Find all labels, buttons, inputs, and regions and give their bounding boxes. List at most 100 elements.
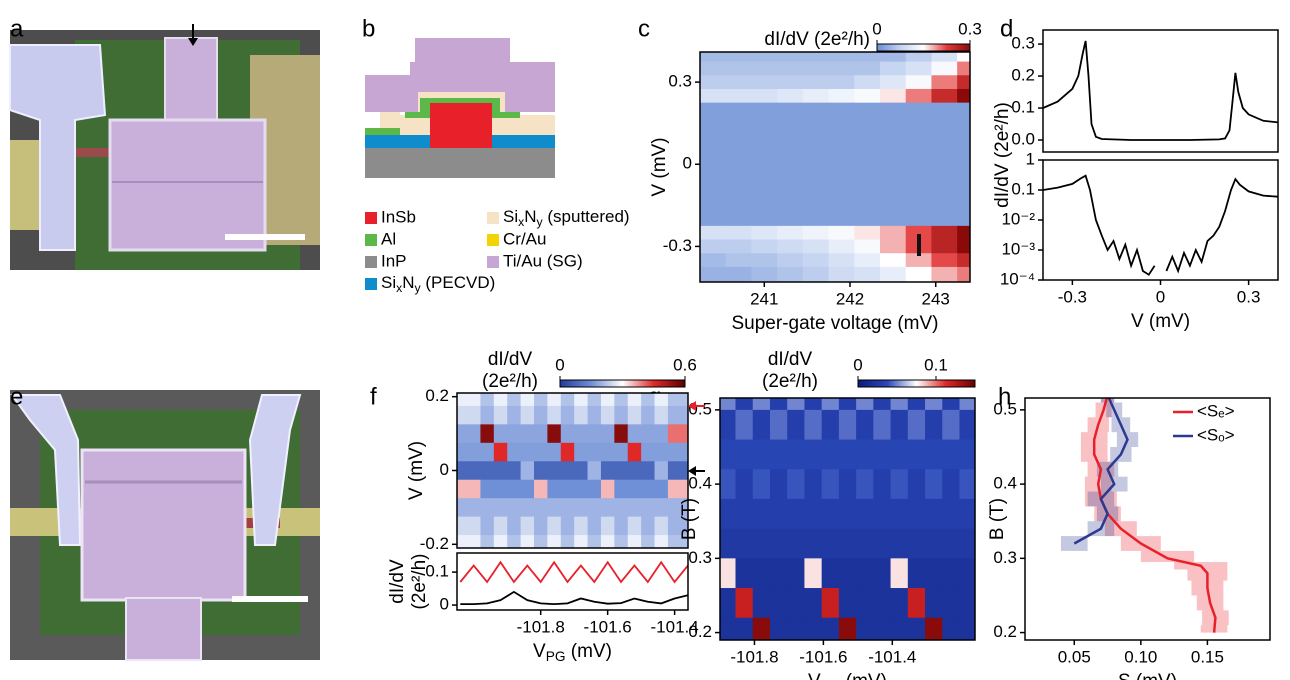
heatmap-cell [769, 398, 788, 411]
heatmap-cell [587, 405, 602, 425]
heatmap-cell [802, 102, 830, 117]
heatmap-cell [480, 479, 495, 499]
heatmap-cell [534, 461, 548, 481]
heatmap-cell [777, 157, 804, 172]
heatmap-cell [821, 498, 840, 530]
heatmap-cell [856, 398, 874, 411]
heatmap-cell [957, 61, 970, 76]
heatmap-cell [828, 102, 855, 117]
heatmap-cell [905, 116, 932, 131]
heatmap-cell [856, 528, 874, 559]
heatmap-cell [854, 88, 881, 104]
heatmap-cell [905, 171, 932, 186]
heatmap-cell [854, 171, 881, 186]
heatmap-cell [931, 198, 958, 213]
x-tick-label: -101.8 [730, 647, 778, 666]
heatmap-cell [802, 239, 830, 254]
heatmap-cell [480, 516, 495, 536]
heatmap-cell [880, 75, 907, 90]
x-tick-label: -101.4 [651, 617, 699, 636]
cross-section-schematic [365, 38, 555, 178]
y-tick-label: 1 [1026, 149, 1035, 168]
heatmap-cell [828, 116, 855, 131]
heatmap-cell [828, 143, 855, 158]
heatmap-cell [854, 239, 881, 254]
heatmap-cell [880, 225, 907, 241]
heatmap-cell [905, 184, 932, 199]
heatmap-cell [957, 171, 970, 186]
heatmap-cell [804, 588, 823, 619]
heatmap-cell [769, 528, 788, 559]
heatmap-cell [520, 535, 535, 548]
heatmap-cell [802, 143, 830, 158]
heatmap-cell [821, 409, 840, 441]
legend-swatch [487, 256, 499, 268]
x-axis-label: V (mV) [1131, 311, 1190, 332]
heatmap-cell [587, 535, 602, 548]
heatmap-cell [560, 442, 575, 462]
heatmap-cell [480, 393, 495, 407]
heatmap-cell [873, 409, 892, 441]
series-line [460, 590, 688, 606]
heatmap-cell [821, 558, 840, 589]
series-line [1073, 398, 1129, 545]
heatmap-cell [890, 439, 909, 470]
heatmap-cell [725, 212, 752, 227]
heatmap-cell [700, 225, 727, 241]
heatmap-cell [641, 442, 656, 462]
heatmap-cell [560, 516, 575, 536]
heatmap-cell [802, 75, 830, 90]
heatmap-cell [959, 588, 975, 619]
heatmap-cell [700, 52, 727, 63]
heatmap-cell [925, 409, 943, 441]
colorbar-tick-label: 0.1 [924, 355, 948, 374]
legend-label-part: y [415, 281, 422, 295]
heatmap-cell [890, 398, 909, 411]
heatmap-cell [493, 393, 508, 407]
heatmap-cell [720, 588, 737, 619]
heatmap-cell [925, 398, 943, 411]
heatmap-cell [907, 409, 926, 441]
heatmap-cell [804, 469, 823, 500]
heatmap-cell [890, 617, 909, 640]
y-tick-label: 0 [683, 154, 692, 173]
heatmap-cell [641, 516, 656, 536]
heatmap-cell [769, 558, 788, 589]
heatmap-cell [520, 498, 535, 518]
heatmap-cell [880, 61, 907, 76]
heatmap-cell [854, 225, 881, 241]
heatmap-cell [787, 617, 805, 640]
heatmap-cell [720, 498, 737, 530]
y-tick-label: 0.4 [688, 474, 712, 493]
heatmap-cell [507, 498, 522, 518]
heatmap-cell [720, 409, 737, 441]
heatmap-cell [787, 398, 805, 411]
heatmap-cell [802, 198, 830, 213]
heatmap-cell [828, 239, 855, 254]
heatmap-cell [802, 130, 830, 145]
heatmap-cell [769, 617, 788, 640]
heatmap-cell [931, 75, 958, 90]
heatmap-cell [838, 398, 857, 411]
heatmap-cell [614, 424, 629, 444]
heatmap-cell [828, 61, 855, 76]
heatmap-cell [957, 157, 970, 172]
heatmap-cell [547, 535, 562, 548]
heatmap-cell [751, 116, 778, 131]
heatmap-cell [957, 88, 970, 104]
heatmap-cell [654, 498, 669, 518]
heatmap-cell [838, 498, 857, 530]
heatmap-cell [574, 535, 589, 548]
heatmap-cell [802, 88, 830, 104]
heatmap-cell [856, 588, 874, 619]
heatmap-cell [828, 184, 855, 199]
heatmap-cell [751, 266, 778, 282]
heatmap-cell [905, 266, 932, 282]
heatmap-cell [587, 424, 602, 444]
heatmap-cell [751, 239, 778, 254]
heatmap-cell [880, 253, 907, 268]
axes-frame [719, 397, 976, 641]
panel-label: e [10, 383, 23, 410]
heatmap-cell [493, 405, 508, 425]
colorbar-tick-label: 0 [555, 355, 564, 374]
